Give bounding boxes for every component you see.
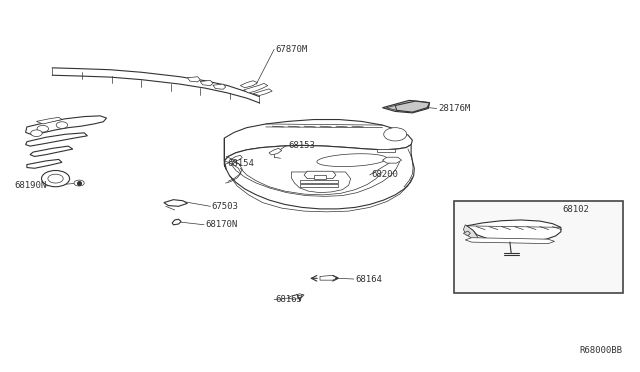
Polygon shape <box>467 220 561 242</box>
Circle shape <box>56 122 68 128</box>
Polygon shape <box>269 148 282 155</box>
Polygon shape <box>26 116 106 135</box>
Polygon shape <box>172 219 181 225</box>
Polygon shape <box>27 160 62 168</box>
Circle shape <box>31 130 42 137</box>
Bar <box>454 201 623 293</box>
Polygon shape <box>383 100 429 113</box>
Polygon shape <box>225 119 412 169</box>
Polygon shape <box>314 175 326 179</box>
Polygon shape <box>291 172 351 193</box>
Polygon shape <box>200 80 213 86</box>
Circle shape <box>384 128 406 141</box>
Polygon shape <box>465 238 554 244</box>
Text: 68164: 68164 <box>355 275 382 283</box>
Text: R68000BB: R68000BB <box>580 346 623 355</box>
Polygon shape <box>164 200 188 206</box>
Text: 68190N: 68190N <box>14 182 46 190</box>
Text: 68102: 68102 <box>562 205 589 215</box>
Polygon shape <box>288 294 304 299</box>
Polygon shape <box>188 77 200 82</box>
Text: 68170N: 68170N <box>205 220 237 229</box>
Polygon shape <box>463 225 481 241</box>
Text: 68200: 68200 <box>371 170 398 179</box>
Text: 28176M: 28176M <box>438 104 470 113</box>
Polygon shape <box>244 83 268 93</box>
Text: 68165: 68165 <box>275 295 302 304</box>
Polygon shape <box>26 133 88 146</box>
Circle shape <box>42 170 70 187</box>
Circle shape <box>74 180 84 186</box>
Text: 67870M: 67870M <box>275 45 308 54</box>
Polygon shape <box>320 275 338 280</box>
Polygon shape <box>225 138 414 209</box>
Text: 67503: 67503 <box>212 202 239 211</box>
Polygon shape <box>213 84 226 89</box>
Polygon shape <box>378 149 395 152</box>
Text: 68154: 68154 <box>228 159 255 169</box>
Polygon shape <box>241 81 257 88</box>
Polygon shape <box>300 180 338 183</box>
Circle shape <box>48 174 63 183</box>
Text: 68153: 68153 <box>288 141 315 150</box>
Polygon shape <box>383 157 401 163</box>
Polygon shape <box>300 184 338 187</box>
Polygon shape <box>36 117 62 124</box>
Polygon shape <box>387 106 396 110</box>
Polygon shape <box>395 101 429 112</box>
Polygon shape <box>463 231 470 236</box>
Polygon shape <box>30 146 73 157</box>
Polygon shape <box>253 89 272 96</box>
Polygon shape <box>304 171 336 179</box>
Polygon shape <box>231 155 243 161</box>
Circle shape <box>37 125 49 132</box>
